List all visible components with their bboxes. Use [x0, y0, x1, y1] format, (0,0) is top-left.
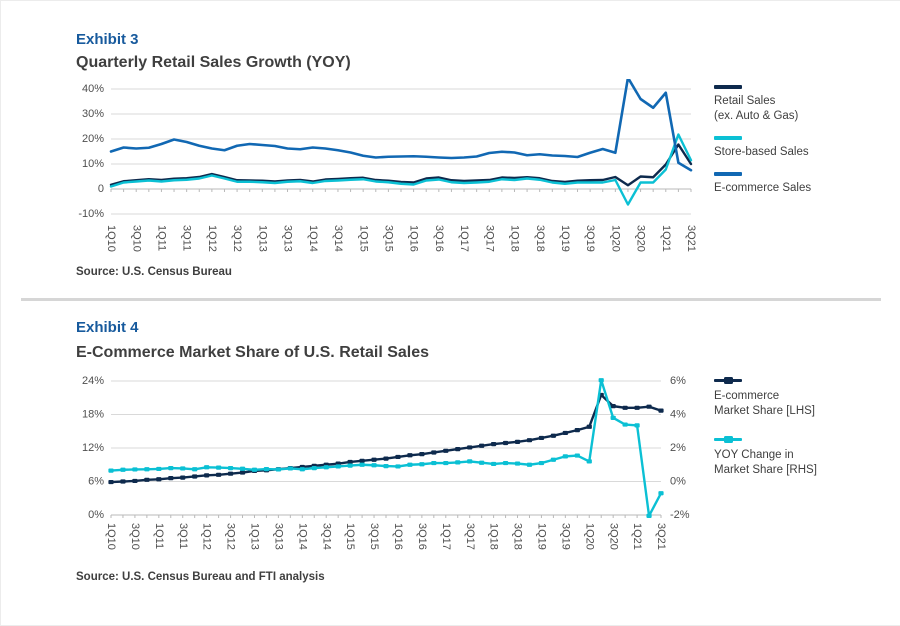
svg-text:3Q12: 3Q12	[225, 523, 237, 550]
square-marker-icon	[724, 377, 733, 384]
chart1-legend: Retail Sales (ex. Auto & Gas) Store-base…	[714, 85, 864, 208]
legend-label: Market Share [LHS]	[714, 405, 815, 417]
svg-text:0%: 0%	[88, 509, 104, 521]
svg-text:-10%: -10%	[78, 208, 104, 220]
svg-text:1Q16: 1Q16	[392, 523, 404, 550]
legend-item-store-based-sales: Store-based Sales	[714, 136, 864, 160]
legend-label: YOY Change in	[714, 449, 794, 461]
svg-text:3Q20: 3Q20	[607, 523, 619, 550]
retail-sales-swatch	[714, 85, 742, 89]
svg-text:1Q18: 1Q18	[488, 523, 500, 550]
svg-text:3Q11: 3Q11	[177, 523, 189, 549]
svg-text:1Q12: 1Q12	[201, 523, 213, 550]
svg-text:3Q10: 3Q10	[129, 523, 141, 550]
section-divider	[21, 298, 881, 301]
chart2-legend: E-commerce Market Share [LHS] YOY Change…	[714, 377, 864, 490]
svg-text:6%: 6%	[670, 375, 686, 387]
svg-text:1Q10: 1Q10	[105, 523, 117, 550]
svg-text:1Q11: 1Q11	[156, 225, 168, 251]
exhibit3-source: Source: U.S. Census Bureau	[76, 266, 232, 278]
legend-label: (ex. Auto & Gas)	[714, 110, 799, 122]
svg-text:3Q13: 3Q13	[272, 523, 284, 550]
svg-text:3Q21: 3Q21	[655, 523, 667, 550]
svg-text:3Q18: 3Q18	[534, 225, 546, 252]
svg-text:3Q17: 3Q17	[483, 225, 495, 252]
store-based-sales-swatch	[714, 136, 742, 140]
svg-text:3Q12: 3Q12	[231, 225, 243, 252]
svg-text:10%: 10%	[82, 158, 104, 170]
svg-text:1Q20: 1Q20	[583, 523, 595, 550]
svg-text:1Q19: 1Q19	[559, 225, 571, 252]
exhibit3-title: Quarterly Retail Sales Growth (YOY)	[76, 54, 351, 71]
exhibit3-label: Exhibit 3	[76, 31, 139, 48]
svg-text:3Q16: 3Q16	[416, 523, 428, 550]
svg-text:20%: 20%	[82, 133, 104, 145]
legend-item-retail-sales: Retail Sales (ex. Auto & Gas)	[714, 85, 864, 124]
svg-text:1Q16: 1Q16	[408, 225, 420, 252]
square-marker-icon	[724, 436, 733, 443]
svg-text:1Q20: 1Q20	[609, 225, 621, 252]
svg-text:1Q14: 1Q14	[307, 225, 319, 252]
ecommerce-sales-swatch	[714, 172, 742, 176]
exhibit4-label: Exhibit 4	[76, 319, 139, 336]
legend-label: Retail Sales	[714, 95, 776, 107]
svg-text:1Q13: 1Q13	[256, 225, 268, 252]
svg-text:1Q19: 1Q19	[536, 523, 548, 550]
svg-text:0%: 0%	[670, 475, 686, 487]
svg-text:1Q15: 1Q15	[344, 523, 356, 550]
svg-text:24%: 24%	[82, 375, 104, 387]
svg-text:3Q17: 3Q17	[464, 523, 476, 550]
ecommerce-market-share-swatch	[714, 377, 742, 384]
svg-text:1Q10: 1Q10	[105, 225, 117, 252]
svg-text:-2%: -2%	[670, 509, 690, 521]
svg-text:3Q15: 3Q15	[382, 225, 394, 252]
legend-item-ecommerce-sales: E-commerce Sales	[714, 172, 864, 196]
svg-text:3Q16: 3Q16	[433, 225, 445, 252]
svg-text:3Q19: 3Q19	[584, 225, 596, 252]
legend-item-yoy-change: YOY Change in Market Share [RHS]	[714, 436, 864, 478]
legend-label: E-commerce	[714, 390, 780, 402]
svg-text:1Q14: 1Q14	[296, 523, 308, 550]
svg-text:3Q15: 3Q15	[368, 523, 380, 550]
svg-text:2%: 2%	[670, 442, 686, 454]
quarterly-retail-sales-growth-chart: 40% 30% 20% 10% 0 -10%1Q10 3Q10 1Q11 3Q11 1Q12 3Q1…	[78, 79, 697, 252]
svg-text:3Q11: 3Q11	[181, 225, 193, 251]
svg-text:6%: 6%	[88, 475, 104, 487]
svg-text:1Q18: 1Q18	[509, 225, 521, 252]
svg-text:1Q13: 1Q13	[249, 523, 261, 550]
svg-text:1Q17: 1Q17	[440, 523, 452, 550]
svg-text:3Q20: 3Q20	[635, 225, 647, 252]
yoy-change-swatch	[714, 436, 742, 443]
exhibit4-source: Source: U.S. Census Bureau and FTI analy…	[76, 571, 325, 583]
svg-text:1Q21: 1Q21	[660, 225, 672, 252]
svg-text:3Q14: 3Q14	[320, 523, 332, 550]
svg-text:3Q18: 3Q18	[512, 523, 524, 550]
legend-item-ecommerce-market-share: E-commerce Market Share [LHS]	[714, 377, 864, 419]
svg-text:3Q14: 3Q14	[332, 225, 344, 252]
svg-text:3Q10: 3Q10	[130, 225, 142, 252]
svg-text:3Q21: 3Q21	[685, 225, 697, 252]
svg-text:30%: 30%	[82, 108, 104, 120]
exhibit4-title: E-Commerce Market Share of U.S. Retail S…	[76, 344, 430, 361]
svg-text:1Q12: 1Q12	[206, 225, 218, 252]
ecommerce-market-share-chart: 24% 18% 12% 6% 0% 6% 4% 2% 0% -2% 1Q10 3Q10 1Q11 3Q11…	[82, 375, 690, 550]
svg-text:1Q11: 1Q11	[153, 523, 165, 549]
legend-label: Store-based Sales	[714, 146, 809, 158]
svg-text:40%: 40%	[82, 83, 104, 95]
svg-text:1Q15: 1Q15	[357, 225, 369, 252]
svg-text:1Q17: 1Q17	[458, 225, 470, 252]
svg-text:3Q13: 3Q13	[282, 225, 294, 252]
svg-text:0: 0	[98, 183, 104, 195]
svg-text:12%: 12%	[82, 442, 104, 454]
svg-text:3Q19: 3Q19	[559, 523, 571, 550]
legend-label: E-commerce Sales	[714, 182, 812, 194]
svg-text:18%: 18%	[82, 408, 104, 420]
svg-text:4%: 4%	[670, 408, 686, 420]
legend-label: Market Share [RHS]	[714, 464, 817, 476]
svg-text:1Q21: 1Q21	[631, 523, 643, 550]
